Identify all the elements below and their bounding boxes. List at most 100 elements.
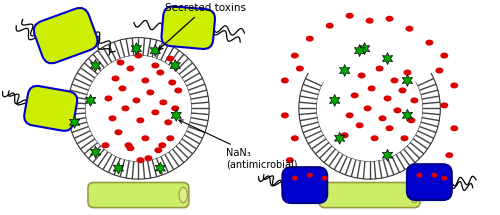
Polygon shape [150, 45, 160, 57]
Ellipse shape [168, 80, 176, 85]
Polygon shape [70, 116, 80, 128]
Ellipse shape [350, 92, 358, 98]
Polygon shape [171, 109, 181, 121]
Ellipse shape [370, 135, 378, 141]
Ellipse shape [394, 107, 402, 113]
Polygon shape [155, 162, 166, 174]
Ellipse shape [281, 112, 289, 118]
Polygon shape [382, 149, 392, 161]
Circle shape [66, 37, 210, 180]
Ellipse shape [436, 68, 444, 74]
FancyBboxPatch shape [24, 86, 77, 131]
Ellipse shape [118, 85, 126, 91]
Ellipse shape [158, 142, 166, 148]
Ellipse shape [410, 187, 418, 203]
Ellipse shape [132, 97, 140, 103]
Ellipse shape [116, 60, 124, 66]
Ellipse shape [432, 173, 438, 178]
Polygon shape [402, 109, 412, 121]
Ellipse shape [291, 135, 299, 141]
Polygon shape [131, 43, 141, 55]
Ellipse shape [446, 152, 454, 158]
Ellipse shape [346, 13, 354, 19]
FancyBboxPatch shape [162, 6, 215, 49]
Ellipse shape [410, 97, 418, 103]
Ellipse shape [376, 66, 384, 72]
Ellipse shape [416, 173, 422, 178]
Ellipse shape [292, 176, 298, 181]
FancyBboxPatch shape [282, 167, 327, 203]
Ellipse shape [390, 77, 398, 83]
Circle shape [86, 55, 191, 161]
FancyBboxPatch shape [319, 183, 420, 208]
Polygon shape [330, 94, 340, 106]
Polygon shape [170, 60, 180, 72]
Ellipse shape [364, 105, 372, 111]
Ellipse shape [124, 142, 132, 148]
Ellipse shape [142, 135, 150, 141]
Polygon shape [334, 132, 345, 144]
Ellipse shape [440, 53, 448, 58]
Ellipse shape [102, 142, 110, 148]
Ellipse shape [122, 105, 130, 111]
Ellipse shape [112, 75, 120, 81]
Ellipse shape [400, 135, 408, 141]
Ellipse shape [326, 23, 334, 29]
Ellipse shape [134, 53, 142, 58]
Ellipse shape [301, 167, 309, 173]
Ellipse shape [436, 165, 444, 171]
Ellipse shape [104, 95, 112, 101]
Ellipse shape [356, 122, 364, 128]
Ellipse shape [286, 157, 294, 163]
FancyBboxPatch shape [88, 183, 189, 208]
Polygon shape [90, 60, 101, 72]
Polygon shape [340, 64, 350, 77]
Ellipse shape [307, 173, 313, 178]
Ellipse shape [166, 55, 174, 61]
Ellipse shape [166, 135, 174, 141]
Ellipse shape [114, 129, 122, 135]
Ellipse shape [146, 89, 154, 95]
Ellipse shape [164, 119, 172, 125]
Ellipse shape [346, 112, 354, 118]
Ellipse shape [358, 72, 366, 78]
Ellipse shape [136, 157, 144, 163]
Ellipse shape [426, 40, 434, 46]
Ellipse shape [322, 176, 328, 181]
Ellipse shape [340, 132, 348, 138]
Ellipse shape [386, 16, 394, 22]
Ellipse shape [404, 69, 411, 75]
Circle shape [317, 55, 422, 161]
Ellipse shape [442, 176, 448, 181]
Polygon shape [114, 162, 124, 174]
Polygon shape [402, 75, 412, 86]
Polygon shape [354, 45, 365, 57]
Ellipse shape [368, 85, 376, 91]
Ellipse shape [156, 69, 164, 75]
Polygon shape [382, 53, 392, 64]
Ellipse shape [281, 77, 289, 83]
Text: NaN₃
(antimicrobial): NaN₃ (antimicrobial) [179, 120, 298, 170]
Ellipse shape [144, 155, 152, 161]
Ellipse shape [108, 115, 116, 121]
Ellipse shape [386, 125, 394, 131]
Ellipse shape [296, 66, 304, 72]
Ellipse shape [440, 102, 448, 108]
Ellipse shape [152, 63, 160, 69]
Ellipse shape [306, 36, 314, 42]
Ellipse shape [152, 109, 160, 115]
Ellipse shape [142, 77, 150, 83]
Ellipse shape [291, 53, 299, 58]
Ellipse shape [384, 95, 392, 101]
Ellipse shape [406, 26, 413, 32]
Ellipse shape [136, 117, 144, 123]
Ellipse shape [174, 88, 182, 94]
Ellipse shape [179, 187, 188, 203]
Polygon shape [360, 43, 370, 55]
Ellipse shape [408, 117, 416, 123]
Ellipse shape [450, 125, 458, 131]
FancyBboxPatch shape [407, 164, 452, 200]
Ellipse shape [450, 83, 458, 88]
FancyBboxPatch shape [34, 8, 98, 63]
Ellipse shape [172, 105, 179, 111]
